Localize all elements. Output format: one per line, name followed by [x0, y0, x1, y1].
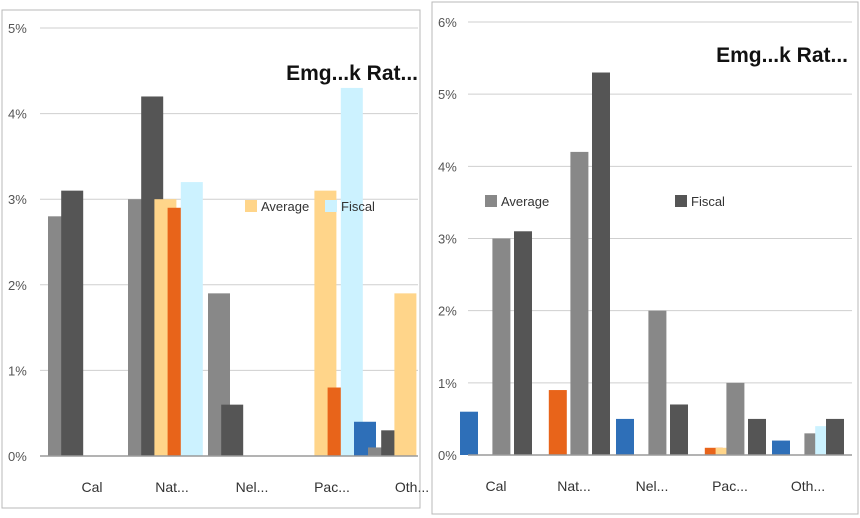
legend-swatch [245, 200, 257, 212]
y-tick-label: 1% [8, 363, 27, 378]
bar [180, 182, 203, 456]
legend-swatch [675, 195, 687, 207]
y-tick-label: 5% [438, 87, 457, 102]
chart-title: Emg...k Rat... [286, 62, 418, 85]
chart-title: Emg...k Rat... [716, 44, 848, 67]
category-label: Nel... [636, 478, 669, 494]
y-tick-label: 5% [8, 21, 27, 36]
bar [221, 404, 244, 456]
bar [340, 87, 363, 457]
bar [460, 411, 478, 455]
y-tick-label: 0% [438, 448, 457, 463]
legend-swatch [325, 200, 337, 212]
bar [648, 310, 667, 455]
legend-label: Average [501, 194, 549, 209]
category-label: Nel... [236, 479, 269, 495]
bar [368, 447, 390, 456]
bar [726, 382, 745, 455]
bar [61, 190, 84, 456]
right-chart: 0% 1% 2% 3% 4% 5% 6% Cal Nat... Nel... Pac... Oth..… [431, 1, 859, 515]
legend-swatch [485, 195, 497, 207]
bar [514, 231, 532, 455]
y-tick-label: 3% [8, 192, 27, 207]
bar [616, 418, 634, 455]
category-label: Oth... [395, 479, 429, 495]
bar [715, 447, 734, 455]
bar [492, 238, 511, 455]
legend-label: Fiscal [341, 199, 375, 214]
y-tick-label: 3% [438, 232, 457, 247]
category-label: Pac... [712, 478, 748, 494]
legend-label: Fiscal [691, 194, 725, 209]
y-tick-label: 4% [8, 107, 27, 122]
category-label: Cal [81, 479, 102, 495]
y-tick-label: 1% [438, 376, 457, 391]
y-tick-label: 6% [438, 15, 457, 30]
bar [772, 440, 790, 455]
y-tick-label: 2% [438, 304, 457, 319]
bar [704, 447, 723, 455]
category-label: Oth... [791, 478, 825, 494]
category-label: Nat... [155, 479, 188, 495]
y-tick-label: 2% [8, 278, 27, 293]
bar [548, 390, 567, 455]
bar [570, 151, 589, 455]
bar [394, 293, 417, 456]
bar [670, 404, 688, 455]
left-chart: 0% 1% 2% 3% 4% 5% Cal Nat... Nel... Pac... Oth... E… [1, 9, 429, 509]
y-tick-label: 4% [438, 159, 457, 174]
legend-label: Average [261, 199, 309, 214]
category-label: Pac... [314, 479, 350, 495]
category-label: Nat... [557, 478, 590, 494]
bar [592, 72, 610, 456]
category-label: Cal [485, 478, 506, 494]
bar [748, 418, 766, 455]
y-tick-label: 0% [8, 449, 27, 464]
bar [826, 418, 844, 455]
